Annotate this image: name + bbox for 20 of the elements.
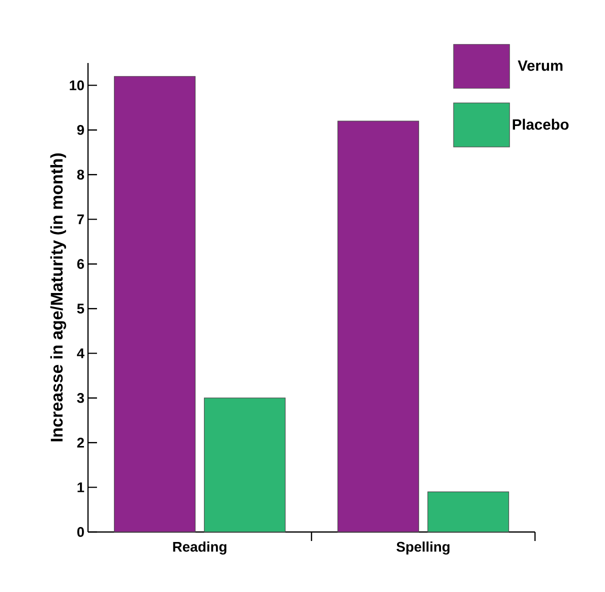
y-tick-label: 10 <box>70 80 84 90</box>
y-tick-label: 9 <box>77 125 84 135</box>
y-tick-label: 3 <box>77 393 84 403</box>
y-tick-label: 6 <box>77 259 84 269</box>
bar <box>337 120 420 532</box>
y-tick-label: 7 <box>77 214 84 224</box>
x-tick-label: Spelling <box>396 542 450 555</box>
y-tick-label: 1 <box>78 482 84 492</box>
text: Placebo <box>512 118 569 130</box>
x-tick-label: Reading <box>173 542 226 555</box>
bar <box>204 398 286 532</box>
bar <box>427 491 510 532</box>
y-tick-label: 0 <box>77 527 84 537</box>
y-tick-label: 8 <box>77 170 84 180</box>
text: Verum <box>518 60 562 71</box>
y-axis-title: Increasse in age/Maturity (in month) <box>50 153 66 442</box>
y-tick-label: 4 <box>76 348 84 358</box>
y-tick-label: 2 <box>77 438 84 448</box>
y-tick-label: 5 <box>77 304 84 314</box>
bar <box>114 76 196 532</box>
